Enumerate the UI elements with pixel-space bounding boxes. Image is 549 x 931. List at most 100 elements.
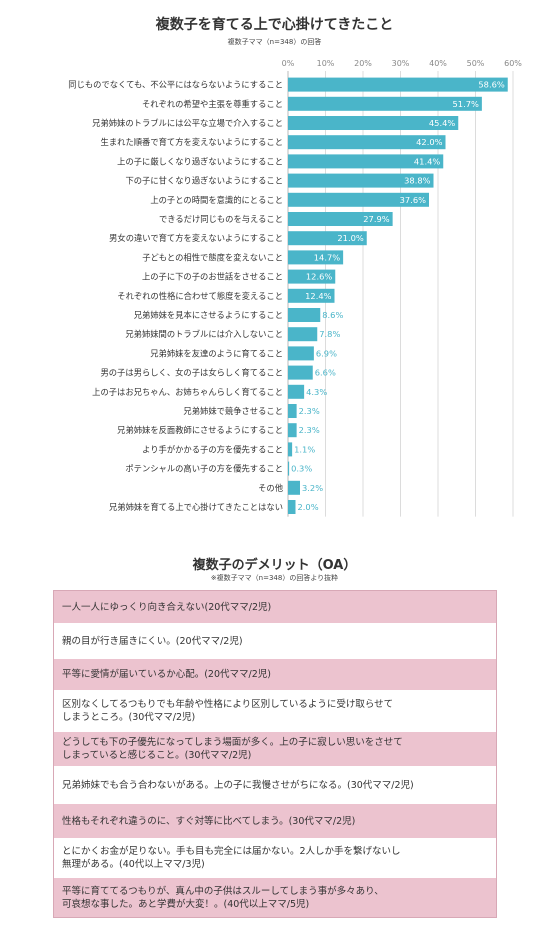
x-tick-label: 0% (282, 59, 295, 68)
x-tick-label: 10% (317, 59, 335, 68)
category-label: 兄弟姉妹を育てる上で心掛けてきたことはない (109, 502, 283, 512)
bar (288, 135, 446, 150)
bar (288, 212, 393, 226)
category-label: 男女の違いで育て方を変えないようにすること (109, 233, 283, 243)
category-label: 上の子との時間を意識的にとること (150, 195, 283, 205)
category-label: 下の子に甘くなり過ぎないようにすること (125, 176, 283, 186)
value-label: 12.4% (305, 291, 331, 301)
value-label: 21.0% (337, 233, 363, 243)
bar (288, 250, 344, 265)
bar (288, 442, 293, 457)
category-label: より手がかかる子の方を優先すること (142, 444, 283, 454)
bar (288, 461, 290, 476)
oa-item-text: どうしても下の子優先になってしまう場面が多く。上の子に寂しい思いをさせて しまっ… (62, 737, 403, 761)
bar (288, 365, 313, 380)
x-tick-label: 60% (504, 59, 522, 68)
category-label: 兄弟姉妹で競争させること (183, 406, 283, 416)
value-label: 37.6% (400, 195, 426, 205)
value-label: 1.1% (294, 444, 315, 454)
value-label: 2.3% (299, 425, 320, 435)
oa-item-text: 平等に愛情が届いているか心配。(20代ママ/2児) (62, 669, 271, 680)
bar (288, 173, 434, 188)
category-label: 兄弟姉妹間のトラブルには介入しないこと (125, 329, 283, 339)
chart-subtitle: 複数子ママ（n=348）の回答 (227, 38, 322, 46)
value-label: 6.6% (315, 368, 336, 378)
bar (288, 269, 336, 284)
x-tick-label: 40% (429, 59, 447, 68)
bar (288, 231, 367, 246)
oa-item-text: 区別なくしてるつもりでも年齢や性格により区別しているように受け取らせて しまうと… (62, 699, 394, 723)
bar (288, 77, 508, 92)
bar (288, 288, 335, 303)
category-label: できるだけ同じものを与えること (159, 214, 283, 224)
value-label: 12.6% (306, 272, 332, 282)
oa-item-text: 兄弟姉妹でも合う合わないがある。上の子に我慢させがちになる。(30代ママ/2児) (62, 779, 414, 791)
value-label: 58.6% (478, 80, 504, 90)
x-tick-label: 20% (354, 59, 372, 68)
bar (288, 96, 482, 111)
category-label: それぞれの性格に合わせて態度を変えること (117, 291, 283, 301)
oa-item-text: 性格もそれぞれ違うのに、すぐ対等に比べてしまう。(30代ママ/2児) (62, 815, 356, 827)
category-label: 上の子はお兄ちゃん、お姉ちゃんらしく育てること (92, 387, 283, 397)
bar (288, 327, 318, 342)
oa-item: とにかくお金が足りない。手も目も完全には届かない。2人しか手を繋げないし 無理が… (54, 838, 496, 878)
oa-item-text: 一人一人にゆっくり向き合えない(20代ママ/2児) (62, 601, 272, 613)
bar (288, 480, 300, 495)
value-label: 45.4% (429, 118, 455, 128)
category-label: ポテンシャルの高い子の方を優先すること (125, 464, 283, 474)
oa-list: 一人一人にゆっくり向き合えない(20代ママ/2児) 親の目が行き届きにくい。(2… (53, 590, 497, 918)
category-label: 兄弟姉妹を反面教師にさせるようにすること (117, 425, 283, 435)
bar (288, 116, 459, 130)
bar (288, 192, 429, 207)
bar (288, 308, 321, 322)
value-label: 6.9% (316, 348, 337, 358)
oa-item: 兄弟姉妹でも合う合わないがある。上の子に我慢させがちになる。(30代ママ/2児) (54, 766, 496, 804)
oa-item-text: 平等に育ててるつもりが、真ん中の子供はスルーしてしまう事が多々あり、 可哀想な事… (62, 885, 384, 910)
bar (288, 404, 297, 418)
category-label: 兄弟姉妹を友達のように育てること (150, 348, 283, 358)
value-label: 42.0% (416, 137, 442, 147)
oa-item: どうしても下の子優先になってしまう場面が多く。上の子に寂しい思いをさせて しまっ… (54, 732, 496, 766)
oa-item: 性格もそれぞれ違うのに、すぐ対等に比べてしまう。(30代ママ/2児) (54, 804, 496, 838)
bar-chart: 0% 10% 20% 30% 40% 50% 60% 同じものでなくても、不公平にはならないよ… (68, 59, 522, 517)
x-tick-label: 30% (392, 59, 410, 68)
value-label: 27.9% (363, 214, 389, 224)
category-label: 生まれた順番で育て方を変えないようにすること (101, 137, 283, 147)
category-label: 上の子に下の子のお世話をさせること (142, 272, 283, 282)
bar (288, 423, 297, 438)
oa-subtitle: ※複数子ママ（n=348）の回答より抜粋 (210, 574, 339, 582)
value-label: 14.7% (314, 252, 340, 262)
chart-title: 複数子を育てる上で心掛けてきたこと (155, 17, 394, 33)
value-label: 0.3% (291, 464, 312, 474)
oa-item: 区別なくしてるつもりでも年齢や性格により区別しているように受け取らせて しまうと… (54, 690, 496, 732)
category-label: その他 (258, 483, 283, 493)
value-label: 41.4% (414, 156, 440, 166)
bar (288, 346, 314, 361)
category-label: 同じものでなくても、不公平にはならないようにすること (68, 80, 283, 90)
value-label: 2.0% (298, 502, 319, 512)
value-label: 3.2% (302, 483, 323, 493)
oa-item: 親の目が行き届きにくい。(20代ママ/2児) (54, 623, 496, 659)
oa-title: 複数子のデメリット（OA） (192, 558, 357, 573)
oa-item: 平等に愛情が届いているか心配。(20代ママ/2児) (54, 659, 496, 690)
category-label: 子どもとの相性で態度を変えないこと (142, 252, 283, 262)
oa-item: 平等に育ててるつもりが、真ん中の子供はスルーしてしまう事が多々あり、 可哀想な事… (54, 878, 496, 917)
bar (288, 500, 296, 514)
value-label: 51.7% (453, 99, 479, 109)
category-label: 上の子に厳しくなり過ぎないようにすること (117, 156, 283, 166)
bar (288, 384, 305, 399)
value-label: 2.3% (299, 406, 320, 416)
value-label: 38.8% (404, 176, 430, 186)
bar (288, 154, 444, 169)
oa-item-text: とにかくお金が足りない。手も目も完全には届かない。2人しか手を繋げないし 無理が… (62, 846, 401, 870)
value-label: 4.3% (306, 387, 327, 397)
x-tick-label: 50% (467, 59, 485, 68)
value-label: 7.8% (319, 329, 340, 339)
oa-item-text: 親の目が行き届きにくい。(20代ママ/2児) (62, 635, 243, 647)
category-label: 兄弟姉妹のトラブルには公平な立場で介入すること (92, 118, 283, 128)
category-label: 兄弟姉妹を見本にさせるようにすること (134, 310, 283, 320)
oa-item: 一人一人にゆっくり向き合えない(20代ママ/2児) (54, 591, 496, 623)
category-label: それぞれの希望や主張を尊重すること (142, 99, 283, 109)
category-label: 男の子は男らしく、女の子は女らしく育てること (100, 368, 283, 378)
value-label: 8.6% (322, 310, 343, 320)
